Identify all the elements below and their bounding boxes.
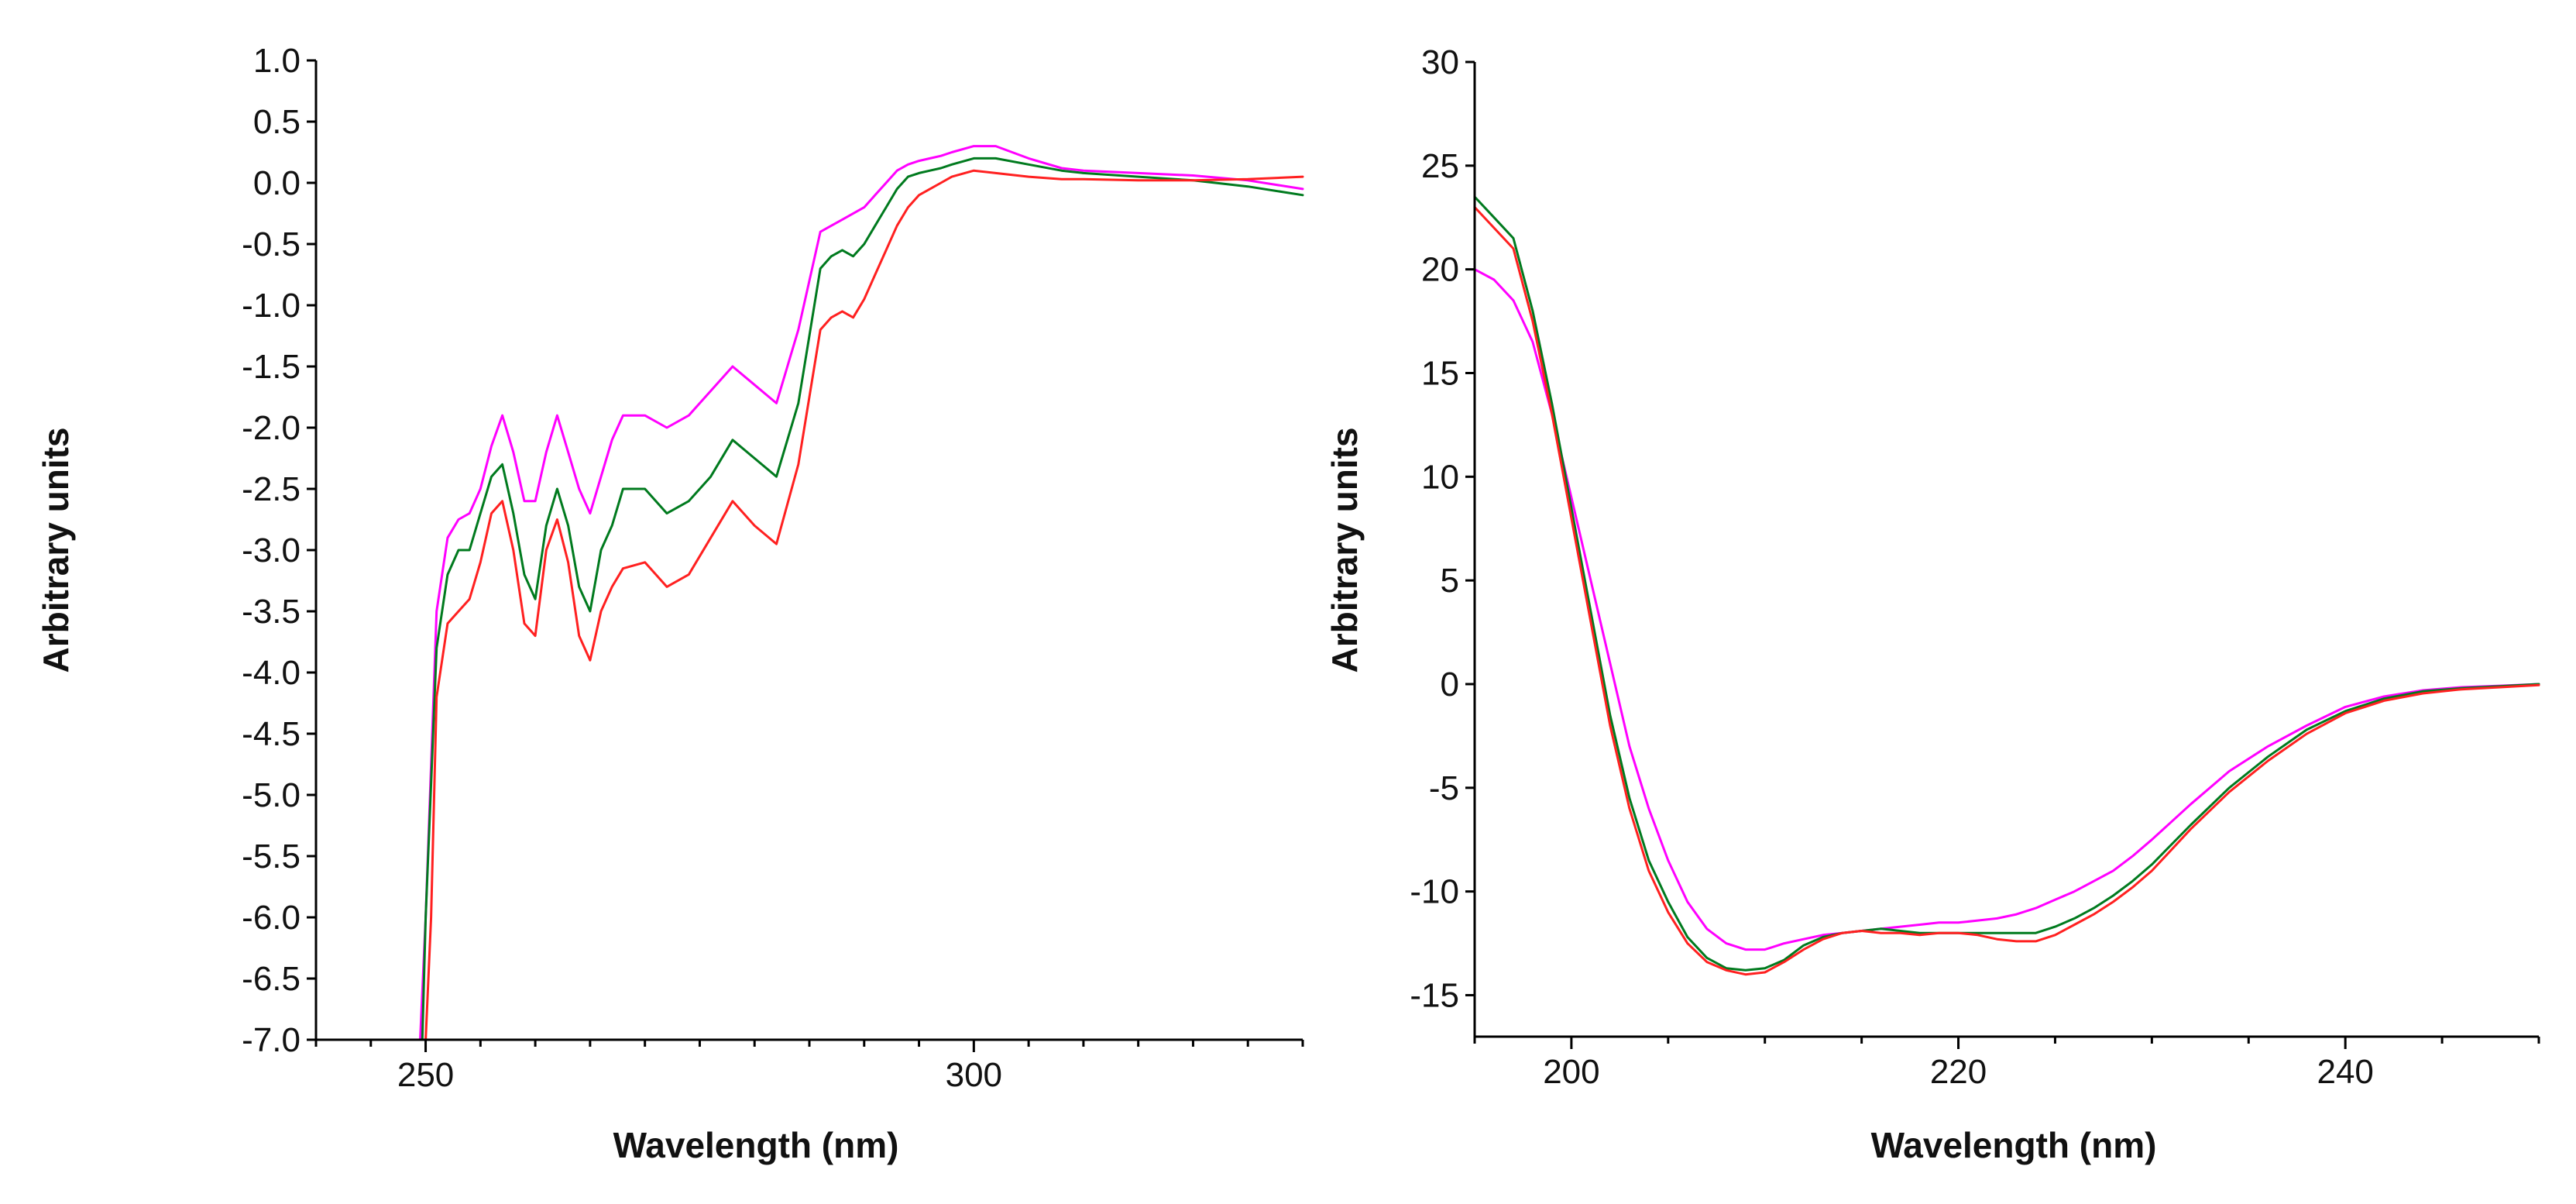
right-chart-y-axis-title: Arbitrary units bbox=[1324, 428, 1365, 673]
left-chart-y-tick-label: -6.5 bbox=[242, 960, 301, 998]
left-chart-y-axis-title: Arbitrary units bbox=[36, 428, 76, 673]
left-chart-y-tick-label: -4.5 bbox=[242, 715, 301, 753]
right-chart-x-tick-label: 240 bbox=[2317, 1053, 2373, 1091]
right-chart-far-uv: 30 25 20 15 10 5 0 -5 -10 -15 200 220 240 Wavelength… bbox=[1324, 43, 2540, 1165]
left-chart-near-uv: 1.0 0.5 0.0 -0.5 -1.0 -1.5 -2.0 -2.5 -3.0 -3.5 -4.… bbox=[36, 42, 1304, 1165]
left-chart-y-tick-label: -7.0 bbox=[242, 1021, 301, 1059]
right-chart-y-tick-label: -5 bbox=[1429, 769, 1459, 807]
right-chart-y-tick-label: -10 bbox=[1410, 873, 1459, 911]
left-chart-y-tick-label: -3.5 bbox=[242, 593, 301, 631]
right-chart-ticks: 30 25 20 15 10 5 0 -5 -10 -15 200 220 240 bbox=[1410, 43, 2540, 1091]
left-chart-y-tick-label: -1.0 bbox=[242, 287, 301, 325]
right-chart-y-tick-label: 0 bbox=[1441, 666, 1459, 703]
left-chart-y-tick-label: -2.5 bbox=[242, 470, 301, 508]
left-chart-y-tick-label: -6.0 bbox=[242, 899, 301, 937]
left-chart-y-tick-label: -1.5 bbox=[242, 348, 301, 386]
left-chart-series-green bbox=[421, 157, 1304, 1041]
left-chart-y-tick-label: -5.5 bbox=[242, 838, 301, 875]
right-chart-x-axis-title: Wavelength (nm) bbox=[1871, 1125, 2157, 1165]
right-chart-series-green bbox=[1473, 195, 2540, 972]
left-chart-y-tick-label: -5.0 bbox=[242, 776, 301, 814]
left-chart-series-magenta bbox=[419, 145, 1304, 1041]
right-chart-y-tick-label: 10 bbox=[1421, 458, 1459, 496]
left-chart-y-tick-label: 1.0 bbox=[253, 42, 301, 80]
left-chart-ticks: 1.0 0.5 0.0 -0.5 -1.0 -1.5 -2.0 -2.5 -3.0 -3.5 -4.… bbox=[242, 42, 1304, 1094]
right-chart-y-tick-label: 25 bbox=[1421, 147, 1459, 185]
right-chart-y-tick-label: 15 bbox=[1421, 354, 1459, 392]
right-chart-y-tick-label: -15 bbox=[1410, 976, 1459, 1014]
right-chart-y-tick-label: 5 bbox=[1441, 562, 1459, 600]
right-chart-series-red bbox=[1473, 205, 2540, 976]
left-chart-y-tick-label: 0.0 bbox=[253, 164, 301, 202]
left-chart-x-axis-title: Wavelength (nm) bbox=[613, 1125, 899, 1165]
left-chart-y-tick-label: -2.0 bbox=[242, 409, 301, 447]
left-chart-y-tick-label: -4.0 bbox=[242, 654, 301, 692]
left-chart-series bbox=[419, 145, 1304, 1041]
right-chart-x-tick-label: 220 bbox=[1930, 1053, 1987, 1091]
left-chart-series-red bbox=[424, 169, 1304, 1041]
left-chart-y-tick-label: 0.5 bbox=[253, 103, 301, 141]
right-chart-x-tick-label: 200 bbox=[1543, 1053, 1599, 1091]
right-chart-series bbox=[1473, 195, 2540, 976]
right-chart-y-tick-label: 20 bbox=[1421, 251, 1459, 289]
left-chart-x-tick-label: 300 bbox=[946, 1056, 1002, 1094]
right-chart-y-tick-label: 30 bbox=[1421, 43, 1459, 81]
right-chart-series-magenta bbox=[1473, 268, 2540, 951]
left-chart-y-tick-label: -3.0 bbox=[242, 531, 301, 569]
left-chart-y-tick-label: -0.5 bbox=[242, 225, 301, 263]
left-chart-x-tick-label: 250 bbox=[397, 1056, 454, 1094]
